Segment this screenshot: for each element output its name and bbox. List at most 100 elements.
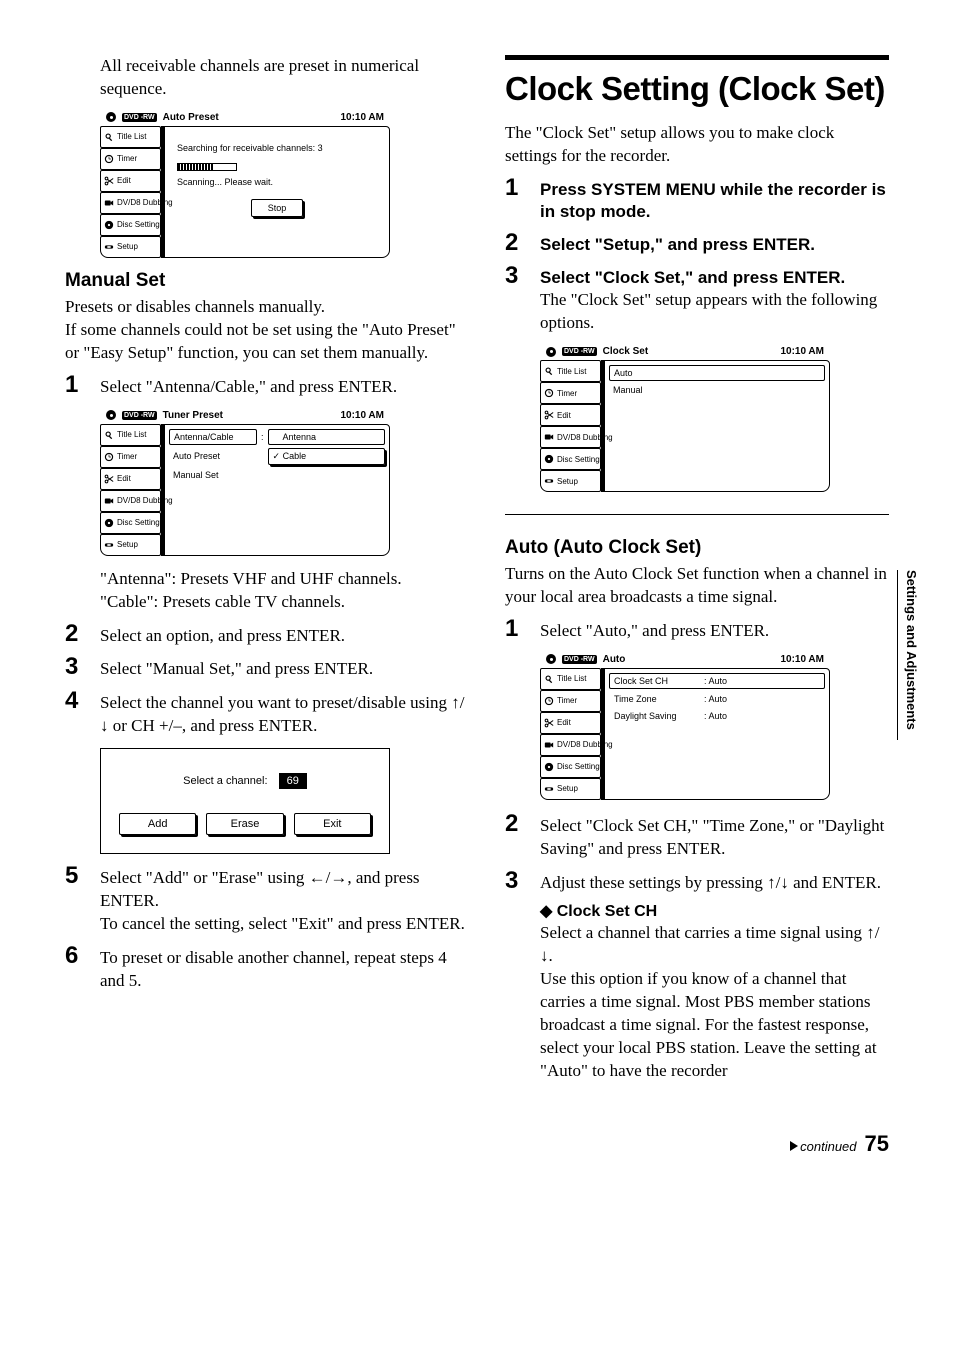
step-4: Select the channel you want to preset/di… <box>100 689 465 738</box>
auto-clock-intro: Turns on the Auto Clock Set function whe… <box>505 563 889 609</box>
sidebar-item-title-list[interactable]: Title List <box>100 126 161 148</box>
osd-tuner-preset: DVD -RW Tuner Preset 10:10 AM Title List… <box>100 407 390 556</box>
antenna-desc: "Antenna": Presets VHF and UHF channels. <box>100 568 465 591</box>
osd-auto-preset: DVD -RW Auto Preset 10:10 AM Title List … <box>100 109 390 258</box>
auto-step-2: Select "Clock Set CH," "Time Zone," or "… <box>540 812 889 861</box>
manual-set-p2: If some channels could not be set using … <box>65 319 465 365</box>
dvd-tag: DVD -RW <box>122 411 157 420</box>
step-number: 6 <box>65 944 100 993</box>
clock-setting-heading: Clock Setting (Clock Set) <box>505 55 889 108</box>
step-number: 1 <box>505 176 540 223</box>
osd-time: 10:10 AM <box>780 346 824 357</box>
osd-time: 10:10 AM <box>340 112 384 123</box>
channel-select-panel: Select a channel: 69 Add Erase Exit <box>100 748 390 854</box>
menu-auto[interactable]: Auto <box>609 365 825 381</box>
clock-step-3b: The "Clock Set" setup appears with the f… <box>540 289 889 335</box>
sidebar-item-dubbing[interactable]: DV/D8 Dubbing <box>540 734 601 756</box>
select-channel-label: Select a channel: <box>183 775 267 787</box>
sidebar-item-timer[interactable]: Timer <box>100 446 161 468</box>
side-tab: Settings and Adjustments <box>897 570 919 740</box>
sidebar-item-timer[interactable]: Timer <box>100 148 161 170</box>
row-daylight-k[interactable]: Daylight Saving <box>614 711 704 721</box>
disc-icon <box>546 347 556 357</box>
erase-button[interactable]: Erase <box>206 813 283 835</box>
sidebar-item-edit[interactable]: Edit <box>540 404 601 426</box>
osd-sidebar: Title List Timer Edit DV/D8 Dubbing Disc… <box>100 424 164 556</box>
step-number: 2 <box>65 622 100 648</box>
osd-sidebar: Title List Timer Edit DV/D8 Dubbing Disc… <box>100 126 164 258</box>
colon: : <box>261 432 264 442</box>
sidebar-item-disc-setting[interactable]: Disc Setting <box>100 512 161 534</box>
menu-auto-preset[interactable]: Auto Preset <box>169 449 257 463</box>
sidebar-item-setup[interactable]: Setup <box>540 470 601 492</box>
manual-set-heading: Manual Set <box>65 270 465 292</box>
sidebar-item-timer[interactable]: Timer <box>540 690 601 712</box>
divider <box>505 514 889 515</box>
sidebar-item-edit[interactable]: Edit <box>100 468 161 490</box>
disc-icon <box>546 654 556 664</box>
sidebar-item-disc-setting[interactable]: Disc Setting <box>540 448 601 470</box>
dvd-tag: DVD -RW <box>562 347 597 356</box>
clock-intro: The "Clock Set" setup allows you to make… <box>505 122 889 168</box>
menu-antenna-cable[interactable]: Antenna/Cable <box>169 429 257 445</box>
sidebar-item-dubbing[interactable]: DV/D8 Dubbing <box>100 192 161 214</box>
auto-clock-heading: Auto (Auto Clock Set) <box>505 537 889 559</box>
osd-title: Auto <box>603 654 626 665</box>
row-daylight-v: : Auto <box>704 711 727 721</box>
sidebar-item-edit[interactable]: Edit <box>540 712 601 734</box>
sidebar-item-setup[interactable]: Setup <box>100 534 161 556</box>
sidebar-item-setup[interactable]: Setup <box>100 236 161 258</box>
sidebar-item-setup[interactable]: Setup <box>540 778 601 800</box>
clock-step-3a: Select "Clock Set," and press ENTER. <box>540 267 889 289</box>
osd-title: Tuner Preset <box>163 410 223 421</box>
exit-button[interactable]: Exit <box>294 813 371 835</box>
clock-step-1: Press SYSTEM MENU while the recorder is … <box>540 179 889 223</box>
osd-time: 10:10 AM <box>780 654 824 665</box>
cable-desc: "Cable": Presets cable TV channels. <box>100 591 465 614</box>
disc-icon <box>106 112 116 122</box>
opt-antenna[interactable]: Antenna <box>268 429 385 445</box>
osd-clock-set: DVD -RW Clock Set 10:10 AM Title List Ti… <box>540 343 830 492</box>
sidebar-item-edit[interactable]: Edit <box>100 170 161 192</box>
step-2: Select an option, and press ENTER. <box>100 622 465 648</box>
step-number: 2 <box>505 231 540 256</box>
step-number: 1 <box>505 617 540 643</box>
clock-step-2: Select "Setup," and press ENTER. <box>540 234 889 256</box>
sidebar-item-title-list[interactable]: Title List <box>540 360 601 382</box>
step-number: 3 <box>65 655 100 681</box>
step-5: Select "Add" or "Erase" using ←/→, and p… <box>100 864 465 936</box>
menu-manual[interactable]: Manual <box>609 383 825 397</box>
step-number: 5 <box>65 864 100 936</box>
step-number: 1 <box>65 373 100 399</box>
osd-sidebar: Title List Timer Edit DV/D8 Dubbing Disc… <box>540 668 604 800</box>
sidebar-item-dubbing[interactable]: DV/D8 Dubbing <box>100 490 161 512</box>
sidebar-item-disc-setting[interactable]: Disc Setting <box>540 756 601 778</box>
page-number: 75 <box>865 1131 889 1157</box>
sidebar-item-title-list[interactable]: Title List <box>100 424 161 446</box>
clock-set-ch-subheading: Clock Set CH <box>540 901 889 923</box>
scanning-text: Scanning... Please wait. <box>177 177 381 187</box>
step-number: 3 <box>505 264 540 335</box>
opt-cable[interactable]: ✓ Cable <box>268 448 385 465</box>
dvd-tag: DVD -RW <box>562 655 597 664</box>
osd-time: 10:10 AM <box>340 410 384 421</box>
row-time-zone-k[interactable]: Time Zone <box>614 694 704 704</box>
preset-intro: All receivable channels are preset in nu… <box>100 55 465 101</box>
searching-text: Searching for receivable channels: 3 <box>177 143 381 153</box>
stop-button[interactable]: Stop <box>251 199 304 217</box>
sidebar-item-dubbing[interactable]: DV/D8 Dubbing <box>540 426 601 448</box>
progress-bar <box>177 163 237 171</box>
step-number: 2 <box>505 812 540 861</box>
auto-step-1: Select "Auto," and press ENTER. <box>540 617 889 643</box>
sidebar-item-title-list[interactable]: Title List <box>540 668 601 690</box>
row-clock-set-ch-v: : Auto <box>704 676 727 686</box>
sidebar-item-timer[interactable]: Timer <box>540 382 601 404</box>
manual-set-p1: Presets or disables channels manually. <box>65 296 465 319</box>
row-clock-set-ch-k[interactable]: Clock Set CH <box>614 676 704 686</box>
osd-title: Auto Preset <box>163 112 219 123</box>
sidebar-item-disc-setting[interactable]: Disc Setting <box>100 214 161 236</box>
step-1: Select "Antenna/Cable," and press ENTER. <box>100 373 465 399</box>
add-button[interactable]: Add <box>119 813 196 835</box>
osd-sidebar: Title List Timer Edit DV/D8 Dubbing Disc… <box>540 360 604 492</box>
menu-manual-set[interactable]: Manual Set <box>169 468 257 482</box>
